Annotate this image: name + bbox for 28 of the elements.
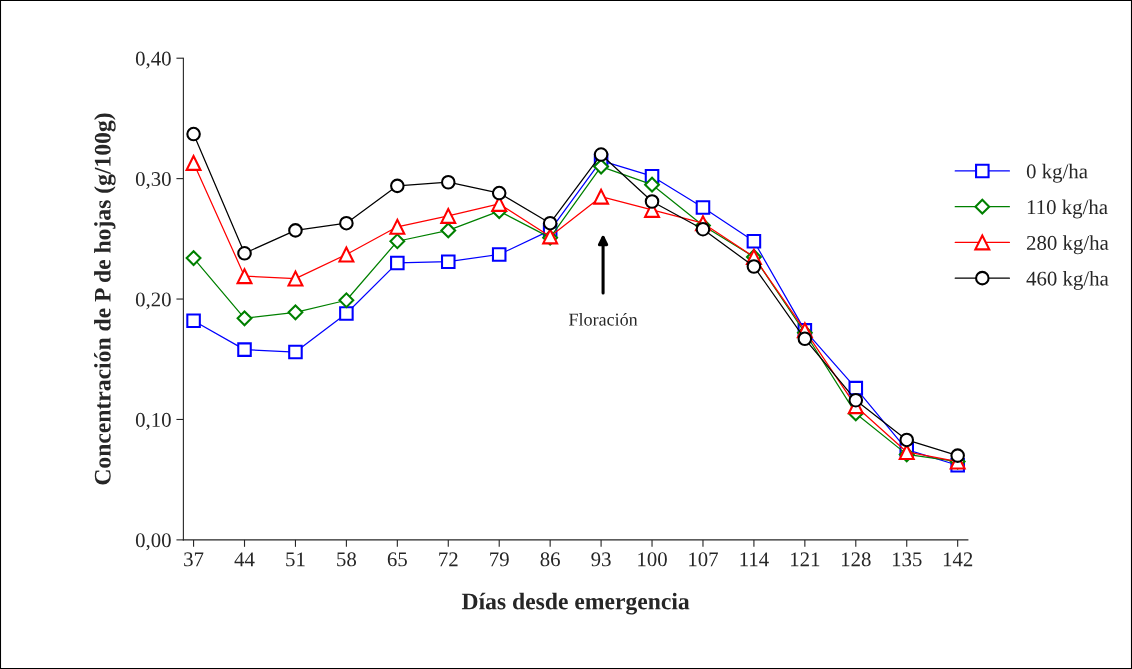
x-tick-label: 86 — [540, 552, 560, 567]
x-tick-label: 100 — [638, 552, 667, 567]
x-tick-label: 135 — [892, 552, 922, 567]
x-tick-label: 79 — [490, 552, 509, 567]
y-axis-title: Concentración de P de hojas (g/100g) — [94, 113, 116, 485]
x-tick-label: 58 — [337, 552, 357, 567]
x-axis-title: Días desde emergencia — [461, 592, 690, 615]
x-tick-label: 72 — [439, 552, 458, 567]
legend-label: 110 kg/ha — [1027, 199, 1108, 219]
x-tick-label: 93 — [591, 552, 611, 567]
x-tick-label: 37 — [184, 552, 204, 567]
legend-label: 460 kg/ha — [1026, 271, 1109, 290]
y-tick-label: 0,10 — [135, 412, 171, 430]
x-tick-label: 65 — [387, 552, 407, 567]
x-tick-label: 128 — [842, 552, 871, 567]
x-tick-label: 107 — [689, 552, 718, 567]
y-tick-label: 0,30 — [135, 172, 171, 190]
x-tick-label: 114 — [740, 552, 769, 567]
y-tick-label: 0,20 — [135, 292, 171, 310]
x-tick-label: 44 — [234, 552, 255, 567]
y-tick-label: 0,40 — [135, 51, 171, 69]
annotation: Floración — [569, 312, 638, 326]
legend-label: 0 kg/ha — [1026, 163, 1088, 183]
x-tick-label: 51 — [286, 552, 305, 567]
x-tick-label: 142 — [943, 552, 973, 567]
x-tick-label: 121 — [791, 552, 820, 567]
legend-label: 280 kg/ha — [1026, 235, 1109, 255]
y-tick-label: 0,00 — [135, 533, 171, 551]
